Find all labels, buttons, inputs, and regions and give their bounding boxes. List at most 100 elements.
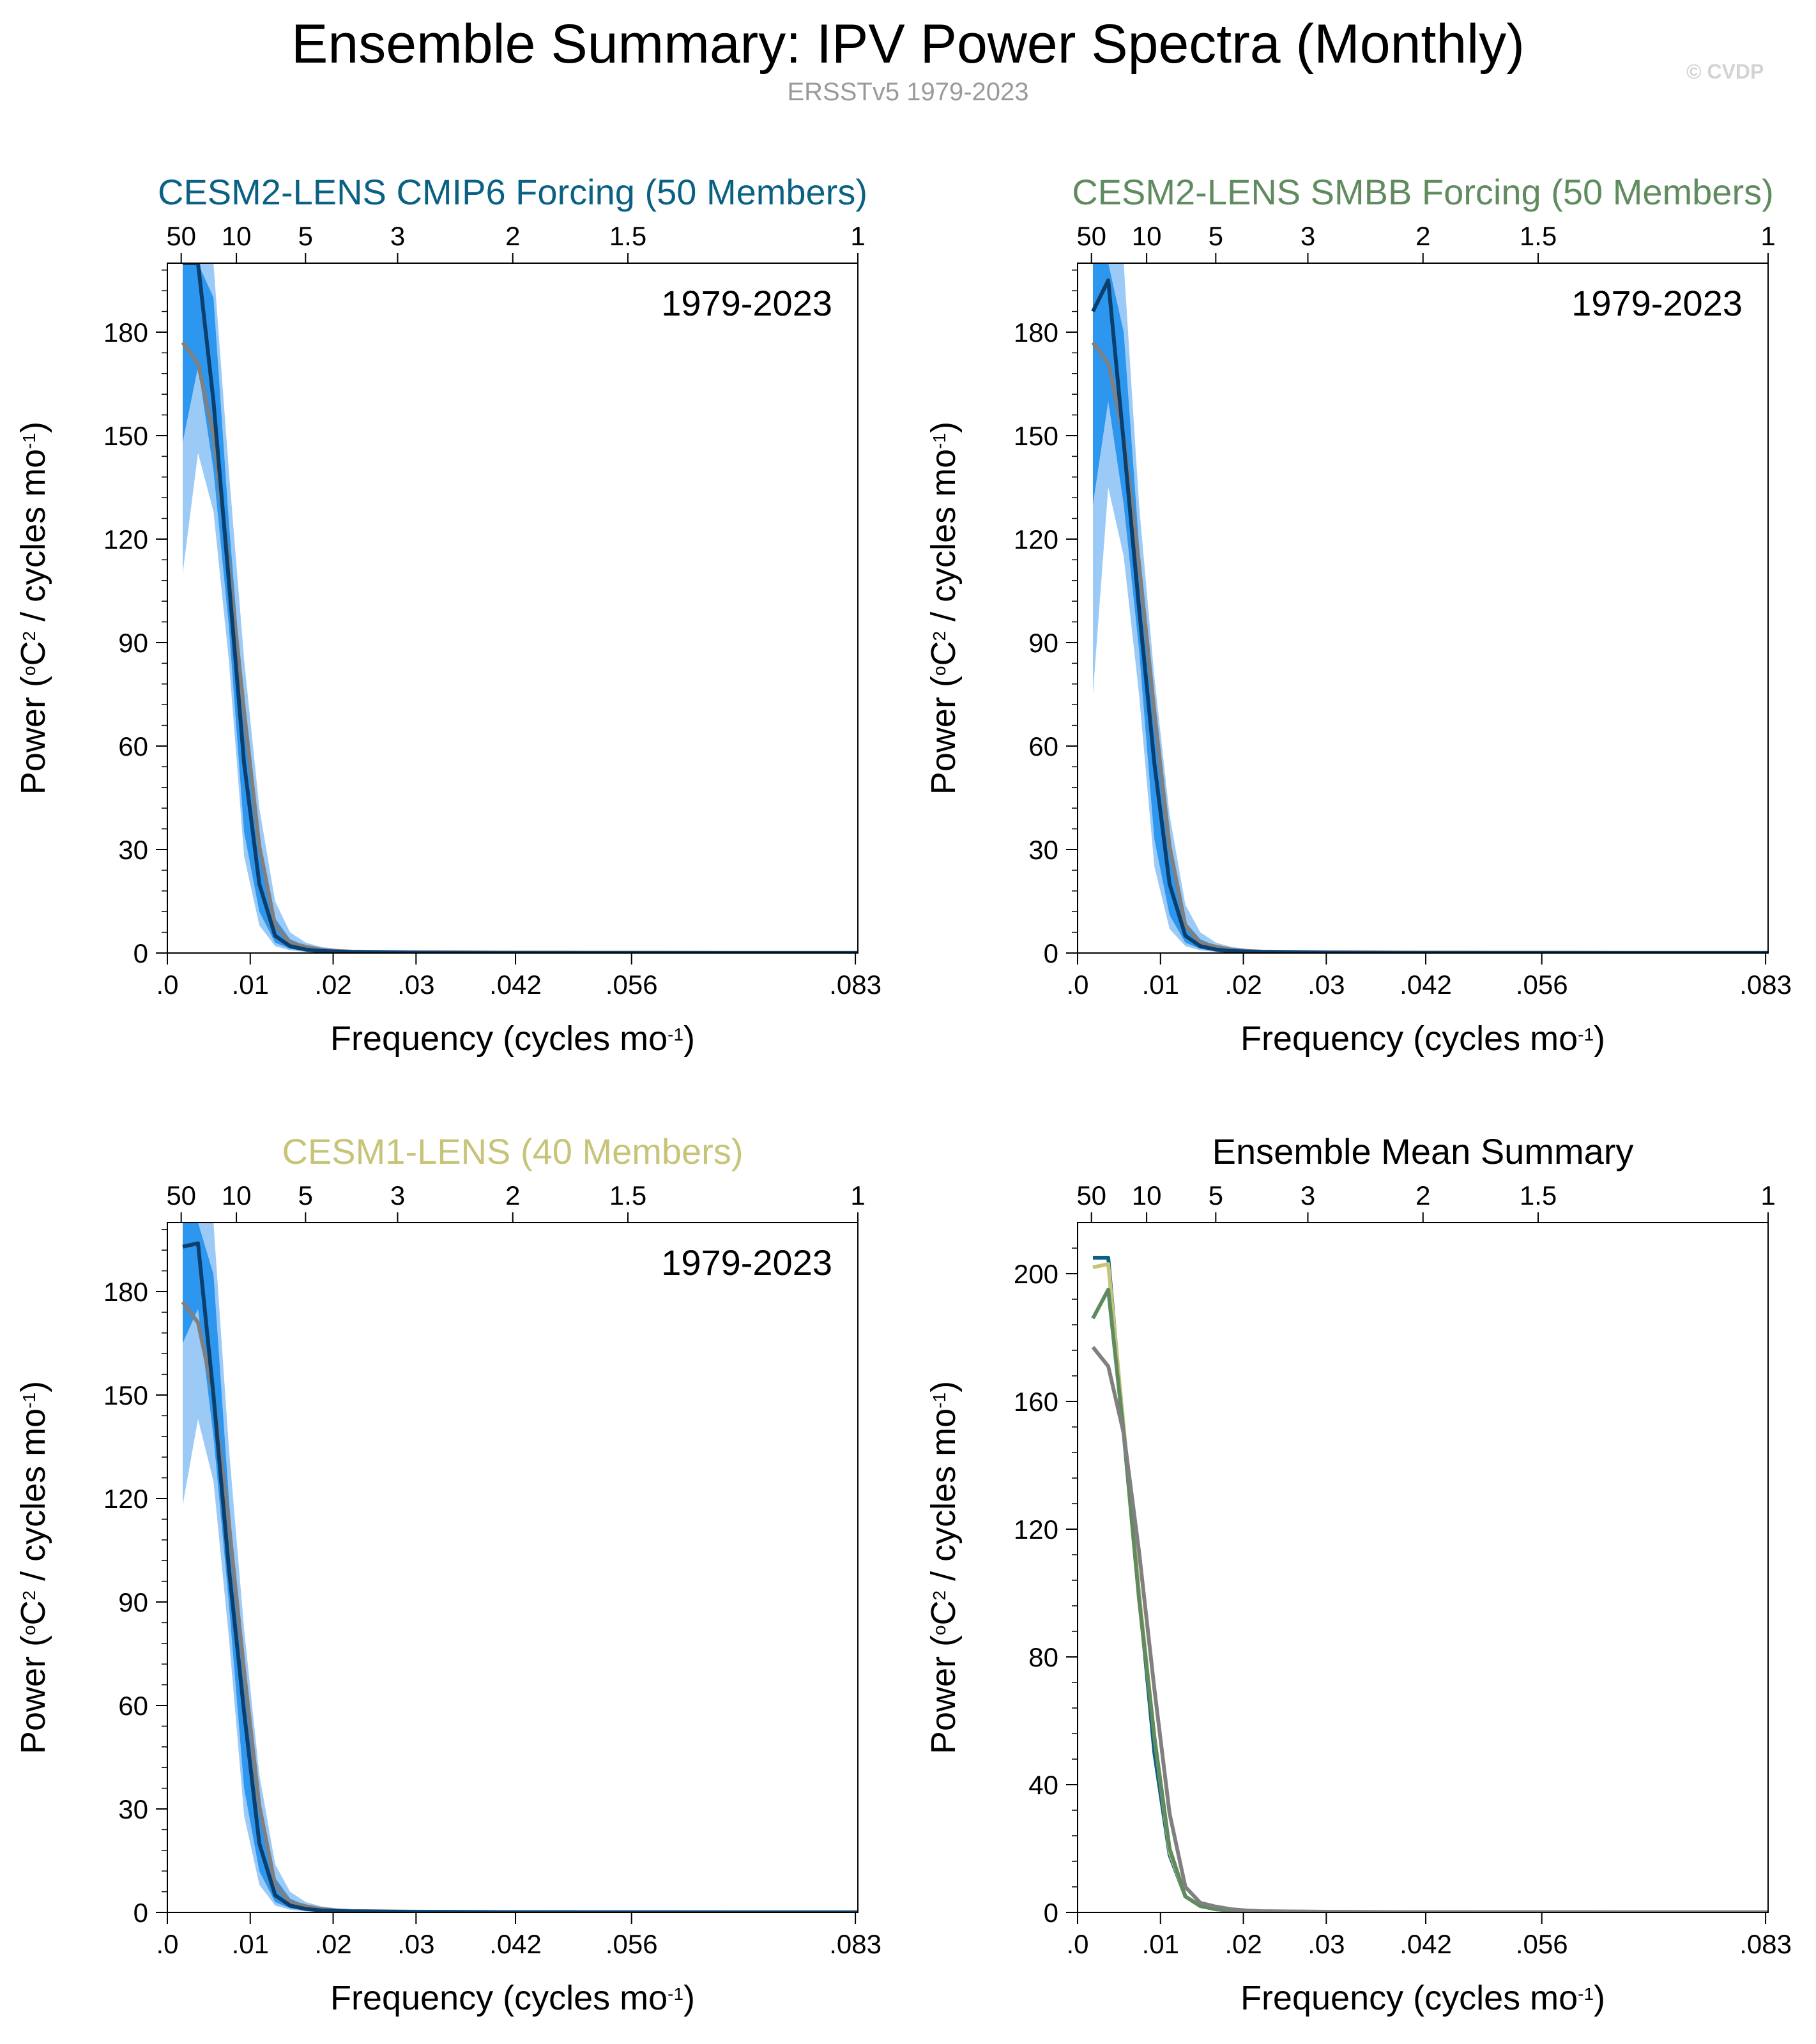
x-axis-label: Frequency (cycles mo-1): [1240, 1979, 1605, 2017]
spread-inner-band: [183, 1223, 858, 1912]
spread-inner-band: [1093, 263, 1768, 953]
x-tick-label: .02: [314, 970, 351, 1000]
top-tick-label: 5: [298, 221, 313, 251]
y-tick-label: 90: [1028, 628, 1058, 658]
series-line-ensemble: [182, 1241, 858, 1912]
x-tick-label: .083: [1739, 1929, 1792, 1959]
x-tick-label: .01: [1142, 1929, 1179, 1959]
plot-area: [181, 263, 858, 953]
y-tick-label: 120: [103, 1484, 148, 1514]
y-axis-label: Power (oC2 / cycles mo-1): [14, 422, 52, 795]
top-tick-label: 1: [1760, 1180, 1775, 1210]
series-line-obs: [1091, 1346, 1768, 1912]
top-tick-label: 1: [1760, 221, 1775, 251]
top-tick-label: 3: [1301, 1180, 1315, 1210]
x-axis-label: Frequency (cycles mo-1): [1240, 1019, 1605, 1058]
y-tick-label: 90: [118, 1587, 148, 1617]
x-tick-label: .042: [1400, 1929, 1452, 1959]
plot-frame: [1077, 263, 1769, 954]
y-tick-label: 200: [1014, 1259, 1058, 1289]
x-tick-label: .03: [1308, 970, 1345, 1000]
x-tick-label: .083: [829, 1929, 881, 1959]
plot-frame: [167, 263, 858, 954]
x-tick-label: .042: [489, 1929, 542, 1959]
y-tick-label: 150: [1014, 421, 1058, 451]
x-tick-label: .03: [397, 970, 434, 1000]
x-tick-label: .02: [314, 1929, 351, 1959]
y-tick-label: 30: [118, 835, 148, 865]
x-tick-label: .02: [1225, 970, 1262, 1000]
top-tick-label: 2: [1415, 221, 1430, 251]
x-tick-label: .042: [1400, 970, 1452, 1000]
top-tick-label: 3: [1301, 221, 1315, 251]
y-tick-label: 120: [103, 524, 148, 554]
x-tick-label: .03: [397, 1929, 434, 1959]
x-tick-label: .01: [232, 1929, 269, 1959]
y-tick-label: 0: [134, 938, 148, 968]
top-tick-label: 1.5: [609, 1180, 646, 1210]
x-tick-label: .0: [1066, 1929, 1088, 1959]
top-tick-label: 10: [1132, 1180, 1162, 1210]
spread-outer-band: [1093, 263, 1768, 953]
plot-area: [1091, 263, 1768, 953]
x-axis-label: Frequency (cycles mo-1): [330, 1979, 695, 2017]
spread-inner-band: [183, 263, 858, 953]
top-tick-label: 1.5: [1520, 1180, 1557, 1210]
chart-panel-0: 0306090120150180.0.01.02.03.042.056.0835…: [14, 172, 881, 1058]
y-tick-label: 60: [118, 1691, 148, 1721]
chart-panel-2: 0306090120150180.0.01.02.03.042.056.0835…: [14, 1131, 881, 2017]
top-tick-label: 2: [505, 221, 520, 251]
y-tick-label: 80: [1028, 1642, 1058, 1672]
chart-panel-1: 0306090120150180.0.01.02.03.042.056.0835…: [924, 172, 1792, 1058]
x-tick-label: .056: [1516, 970, 1568, 1000]
top-tick-label: 5: [298, 1180, 313, 1210]
top-tick-label: 5: [1209, 1180, 1223, 1210]
top-tick-label: 2: [1415, 1180, 1430, 1210]
y-tick-label: 0: [1044, 1898, 1058, 1928]
period-annotation: 1979-2023: [1571, 283, 1743, 323]
y-axis-label: Power (oC2 / cycles mo-1): [14, 1381, 52, 1754]
series-line-cmip6: [1093, 1256, 1768, 1912]
panel-title: Ensemble Mean Summary: [1212, 1131, 1634, 1171]
y-tick-label: 30: [118, 1794, 148, 1824]
panel-title: CESM2-LENS CMIP6 Forcing (50 Members): [158, 172, 867, 212]
top-tick-label: 3: [390, 221, 405, 251]
x-tick-label: .0: [156, 970, 178, 1000]
y-tick-label: 150: [103, 421, 148, 451]
series-line-obs: [1091, 341, 1768, 953]
top-tick-label: 1: [850, 221, 865, 251]
x-tick-label: .056: [606, 970, 658, 1000]
spread-outer-band: [183, 263, 858, 953]
top-tick-label: 10: [222, 221, 252, 251]
x-tick-label: .01: [1142, 970, 1179, 1000]
plot-frame: [167, 1222, 858, 1913]
chart-panel-3: 0 40 80 120 160 200 .0 .01 .02 .03 .042 .056 .083 50 1…: [924, 1131, 1792, 2017]
top-tick-label: 50: [1076, 221, 1106, 251]
top-tick-label: 5: [1209, 221, 1223, 251]
x-tick-label: .056: [1516, 1929, 1568, 1959]
y-tick-label: 60: [1028, 731, 1058, 761]
y-tick-label: 0: [134, 1898, 148, 1928]
y-tick-label: 0: [1044, 938, 1058, 968]
top-tick-label: 50: [166, 1180, 196, 1210]
x-tick-label: .02: [1225, 1929, 1262, 1959]
y-tick-label: 30: [1028, 835, 1058, 865]
top-tick-label: 50: [166, 221, 196, 251]
y-tick-label: 40: [1028, 1770, 1058, 1800]
period-annotation: 1979-2023: [661, 283, 832, 323]
y-tick-label: 150: [103, 1380, 148, 1410]
top-tick-label: 50: [1076, 1180, 1106, 1210]
y-tick-label: 120: [1014, 1514, 1058, 1544]
spread-outer-band: [183, 1223, 858, 1912]
panel-title: CESM2-LENS SMBB Forcing (50 Members): [1072, 172, 1774, 212]
top-tick-label: 10: [222, 1180, 252, 1210]
period-annotation: 1979-2023: [661, 1242, 832, 1283]
x-tick-label: .0: [1066, 970, 1088, 1000]
x-tick-label: .042: [489, 970, 542, 1000]
y-tick-label: 90: [118, 628, 148, 658]
top-tick-label: 3: [390, 1180, 405, 1210]
top-tick-label: 2: [505, 1180, 520, 1210]
x-tick-label: .083: [1739, 970, 1792, 1000]
subtitle: ERSSTv5 1979-2023: [787, 78, 1029, 106]
